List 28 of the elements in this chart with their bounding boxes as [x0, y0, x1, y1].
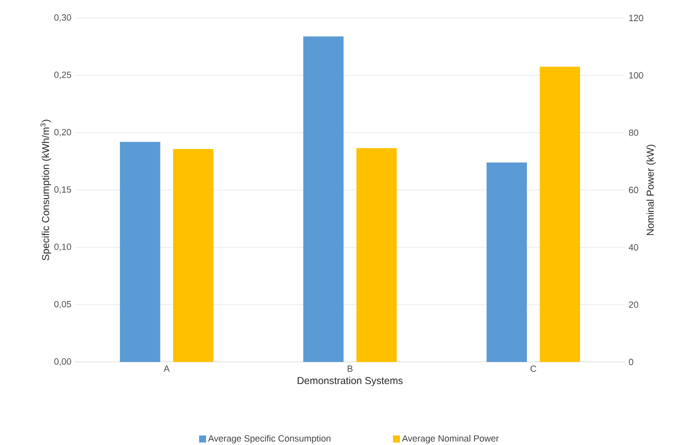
y-tick-label: 0,05	[54, 300, 72, 308]
x-tick-label: B	[348, 366, 353, 372]
bar	[540, 66, 580, 362]
y-tick-label: 0,30	[54, 14, 72, 22]
y-tick-label: 0,15	[54, 186, 72, 194]
y2-tick-label: 0	[628, 358, 634, 366]
y-axis-title: Specific Consumption (kWh/m$^{3}$)	[40, 120, 52, 260]
x-axis-title: Demonstration Systems	[298, 376, 403, 386]
x-tick-label: A	[164, 366, 170, 372]
bar	[173, 149, 214, 362]
x-tick-label: C	[530, 366, 536, 372]
bar	[303, 36, 344, 362]
y2-axis-title: Nominal Power (kW)	[646, 144, 656, 236]
y-tick-label: 0,10	[54, 244, 72, 252]
y2-tick-label: 60	[628, 186, 638, 194]
y2-tick-label: 100	[629, 72, 644, 79]
y2-tick-label: 80	[628, 129, 638, 136]
legend-label: Average Nominal Power	[402, 434, 499, 444]
y2-tick-label: 20	[628, 301, 638, 308]
y2-tick-label: 120	[629, 14, 644, 22]
y2-tick-label: 40	[628, 244, 638, 251]
y-tick-label: 0,20	[54, 128, 72, 136]
bar	[356, 148, 397, 362]
y-tick-label: 0,00	[54, 358, 72, 366]
bar	[120, 142, 160, 362]
legend-label: Average Specific Consumption	[208, 434, 330, 444]
bar	[486, 162, 527, 362]
y-tick-label: 0,25	[54, 72, 72, 80]
